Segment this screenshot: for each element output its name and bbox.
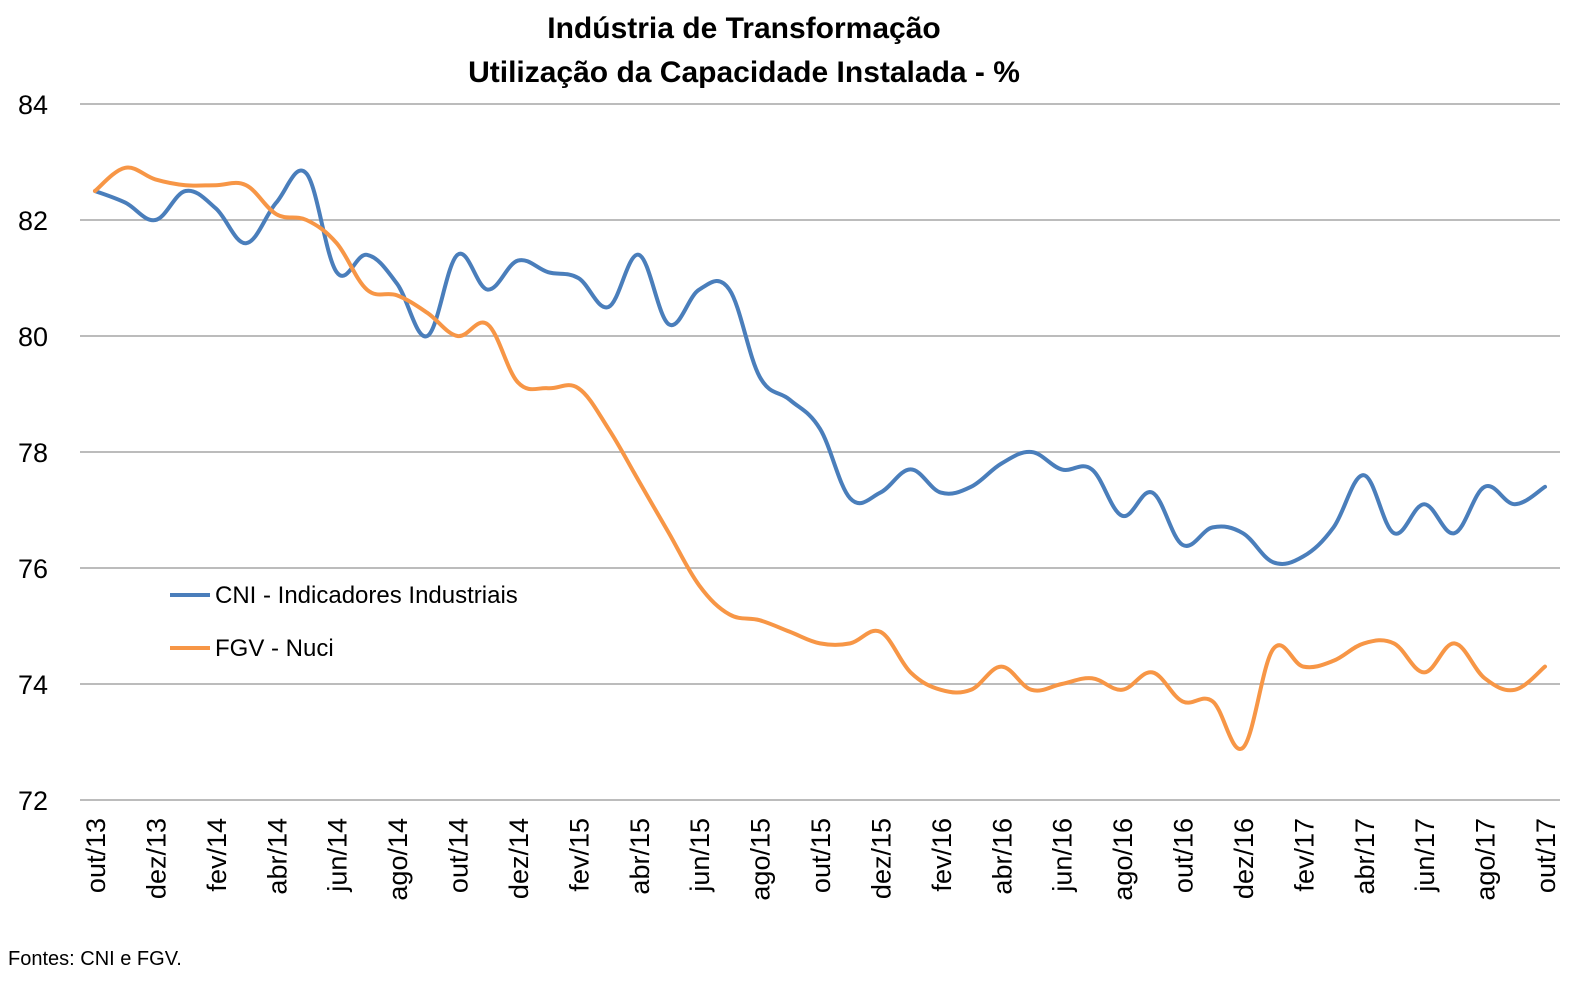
x-axis-tick-labels: out/13 dez/13 fev/14 abr/14 jun/14 ago/14 out/… — [81, 818, 1561, 901]
series-line-fgv — [93, 165, 1547, 751]
x-tick-label: dez/16 — [1229, 818, 1259, 899]
x-tick-label: out/16 — [1169, 818, 1199, 893]
y-tick-label: 76 — [18, 554, 48, 584]
series-lines — [93, 165, 1547, 751]
series-line-cni — [93, 168, 1547, 566]
grid-lines — [80, 103, 1560, 801]
y-tick-label: 84 — [18, 90, 48, 120]
x-tick-label: fev/17 — [1289, 818, 1319, 892]
y-axis-tick-labels: 72 74 76 78 80 82 84 — [18, 90, 48, 816]
legend-label: CNI - Indicadores Industriais — [215, 582, 518, 609]
x-tick-label: fev/14 — [202, 818, 232, 892]
x-tick-label: abr/14 — [262, 818, 292, 895]
x-tick-label: ago/14 — [383, 818, 413, 901]
y-tick-label: 82 — [18, 206, 48, 236]
x-tick-label: ago/15 — [746, 818, 776, 901]
x-tick-label: abr/15 — [625, 818, 655, 895]
x-tick-label: jun/15 — [685, 818, 715, 893]
x-tick-label: jun/14 — [323, 818, 353, 893]
x-tick-label: dez/14 — [504, 818, 534, 899]
x-tick-label: jun/17 — [1410, 818, 1440, 893]
y-tick-label: 80 — [18, 322, 48, 352]
chart-title: Indústria de Transformação — [547, 12, 940, 45]
y-tick-label: 72 — [18, 786, 48, 816]
x-tick-label: fev/16 — [927, 818, 957, 892]
x-tick-label: out/14 — [444, 818, 474, 893]
x-tick-label: jun/16 — [1048, 818, 1078, 893]
x-tick-label: dez/13 — [141, 818, 171, 899]
source-note: Fontes: CNI e FGV. — [8, 948, 182, 970]
legend: CNI - Indicadores Industriais FGV - Nuci — [170, 582, 518, 662]
x-tick-label: out/13 — [81, 818, 111, 893]
y-tick-label: 74 — [18, 670, 48, 700]
x-tick-label: abr/17 — [1350, 818, 1380, 895]
x-tick-label: fev/15 — [564, 818, 594, 892]
x-tick-label: out/17 — [1531, 818, 1561, 893]
x-tick-label: abr/16 — [987, 818, 1017, 895]
y-tick-label: 78 — [18, 438, 48, 468]
legend-label: FGV - Nuci — [215, 635, 334, 662]
x-tick-label: out/15 — [806, 818, 836, 893]
chart-subtitle: Utilização da Capacidade Instalada - % — [468, 56, 1020, 89]
x-tick-label: ago/16 — [1108, 818, 1138, 901]
x-tick-label: ago/17 — [1471, 818, 1501, 901]
x-tick-label: dez/15 — [866, 818, 896, 899]
